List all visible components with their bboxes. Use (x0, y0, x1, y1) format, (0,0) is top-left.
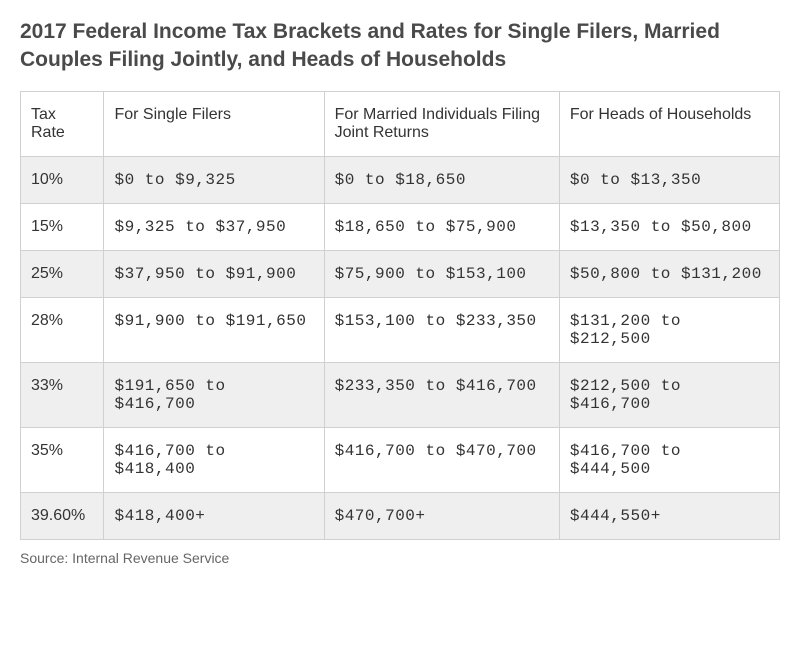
table-header-row: Tax Rate For Single Filers For Married I… (21, 91, 780, 156)
table-row: 33%$191,650 to $416,700$233,350 to $416,… (21, 362, 780, 427)
cell-single: $418,400+ (104, 492, 324, 539)
cell-single: $9,325 to $37,950 (104, 203, 324, 250)
page-title: 2017 Federal Income Tax Brackets and Rat… (20, 18, 780, 75)
cell-rate: 25% (21, 250, 104, 297)
cell-rate: 10% (21, 156, 104, 203)
cell-hoh: $212,500 to $416,700 (559, 362, 779, 427)
table-row: 35%$416,700 to $418,400$416,700 to $470,… (21, 427, 780, 492)
cell-rate: 15% (21, 203, 104, 250)
table-row: 25%$37,950 to $91,900$75,900 to $153,100… (21, 250, 780, 297)
cell-single: $91,900 to $191,650 (104, 297, 324, 362)
cell-hoh: $50,800 to $131,200 (559, 250, 779, 297)
cell-joint: $0 to $18,650 (324, 156, 559, 203)
cell-joint: $416,700 to $470,700 (324, 427, 559, 492)
cell-single: $191,650 to $416,700 (104, 362, 324, 427)
cell-hoh: $131,200 to $212,500 (559, 297, 779, 362)
table-row: 28%$91,900 to $191,650$153,100 to $233,3… (21, 297, 780, 362)
cell-rate: 28% (21, 297, 104, 362)
table-row: 15%$9,325 to $37,950$18,650 to $75,900$1… (21, 203, 780, 250)
cell-single: $0 to $9,325 (104, 156, 324, 203)
cell-rate: 33% (21, 362, 104, 427)
table-row: 10%$0 to $9,325$0 to $18,650$0 to $13,35… (21, 156, 780, 203)
col-header-joint: For Married Individuals Filing Joint Ret… (324, 91, 559, 156)
cell-rate: 35% (21, 427, 104, 492)
cell-rate: 39.60% (21, 492, 104, 539)
cell-joint: $75,900 to $153,100 (324, 250, 559, 297)
source-note: Source: Internal Revenue Service (20, 550, 780, 566)
cell-hoh: $416,700 to $444,500 (559, 427, 779, 492)
cell-joint: $18,650 to $75,900 (324, 203, 559, 250)
col-header-single: For Single Filers (104, 91, 324, 156)
table-body: 10%$0 to $9,325$0 to $18,650$0 to $13,35… (21, 156, 780, 539)
cell-hoh: $0 to $13,350 (559, 156, 779, 203)
cell-hoh: $444,550+ (559, 492, 779, 539)
cell-single: $37,950 to $91,900 (104, 250, 324, 297)
tax-brackets-table: Tax Rate For Single Filers For Married I… (20, 91, 780, 540)
cell-joint: $470,700+ (324, 492, 559, 539)
col-header-rate: Tax Rate (21, 91, 104, 156)
cell-hoh: $13,350 to $50,800 (559, 203, 779, 250)
cell-single: $416,700 to $418,400 (104, 427, 324, 492)
col-header-hoh: For Heads of Households (559, 91, 779, 156)
cell-joint: $233,350 to $416,700 (324, 362, 559, 427)
cell-joint: $153,100 to $233,350 (324, 297, 559, 362)
table-row: 39.60%$418,400+$470,700+$444,550+ (21, 492, 780, 539)
